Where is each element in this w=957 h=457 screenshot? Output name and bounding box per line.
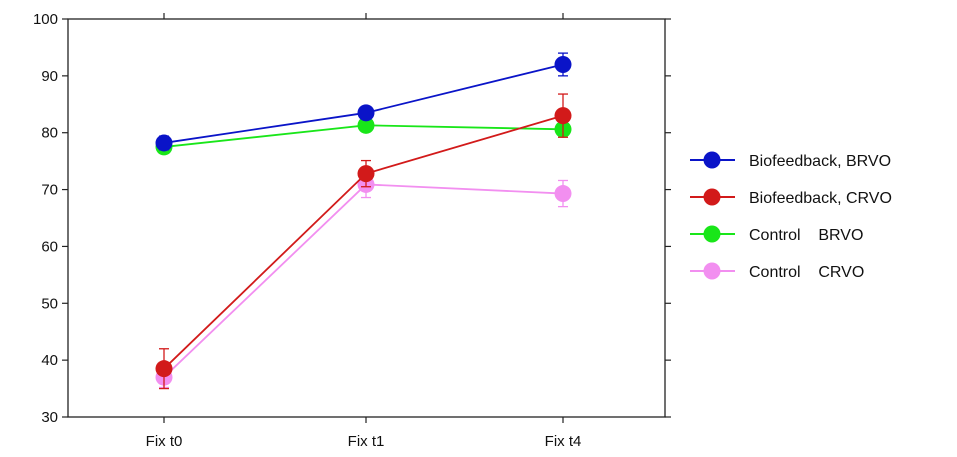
y-axis: 30 40 50 60 70 80 90 100 [33, 11, 671, 426]
data-point [357, 165, 375, 183]
legend-label: Biofeedback, BRVO [749, 153, 891, 170]
data-point [357, 104, 375, 122]
data-point [357, 116, 375, 134]
data-point [554, 107, 572, 125]
legend-item: Control BRVO [690, 225, 863, 244]
legend-label: Biofeedback, CRVO [749, 190, 892, 207]
data-point [554, 185, 572, 203]
y-tick-label: 80 [41, 125, 58, 142]
series-layer [155, 52, 572, 390]
legend-label: Control BRVO [749, 227, 863, 244]
legend-item: Biofeedback, BRVO [690, 151, 891, 170]
y-tick-label: 40 [41, 352, 58, 369]
data-point [554, 55, 572, 73]
legend-label: Control CRVO [749, 264, 864, 281]
y-tick-label: 100 [33, 11, 58, 28]
legend-swatch-marker [703, 262, 721, 280]
y-tick-label: 50 [41, 295, 58, 312]
series-0 [155, 52, 572, 152]
legend-swatch-marker [703, 225, 721, 243]
y-tick-label: 30 [41, 409, 58, 426]
legend-swatch-marker [703, 151, 721, 169]
y-tick-label: 70 [41, 182, 58, 199]
legend-swatch-marker [703, 188, 721, 206]
legend: Biofeedback, BRVO Biofeedback, CRVO Contro… [690, 151, 892, 281]
data-point [155, 360, 173, 378]
legend-item: Control CRVO [690, 262, 864, 281]
x-tick-label: Fix t0 [146, 433, 183, 450]
y-tick-label: 90 [41, 68, 58, 85]
x-tick-label: Fix t1 [348, 433, 385, 450]
data-point [155, 134, 173, 152]
x-axis: Fix t0 Fix t1 Fix t4 [146, 13, 582, 450]
y-tick-label: 60 [41, 238, 58, 255]
x-tick-label: Fix t4 [545, 433, 582, 450]
legend-item: Biofeedback, CRVO [690, 188, 892, 207]
series-1 [155, 93, 572, 390]
plot-area [67, 18, 666, 418]
